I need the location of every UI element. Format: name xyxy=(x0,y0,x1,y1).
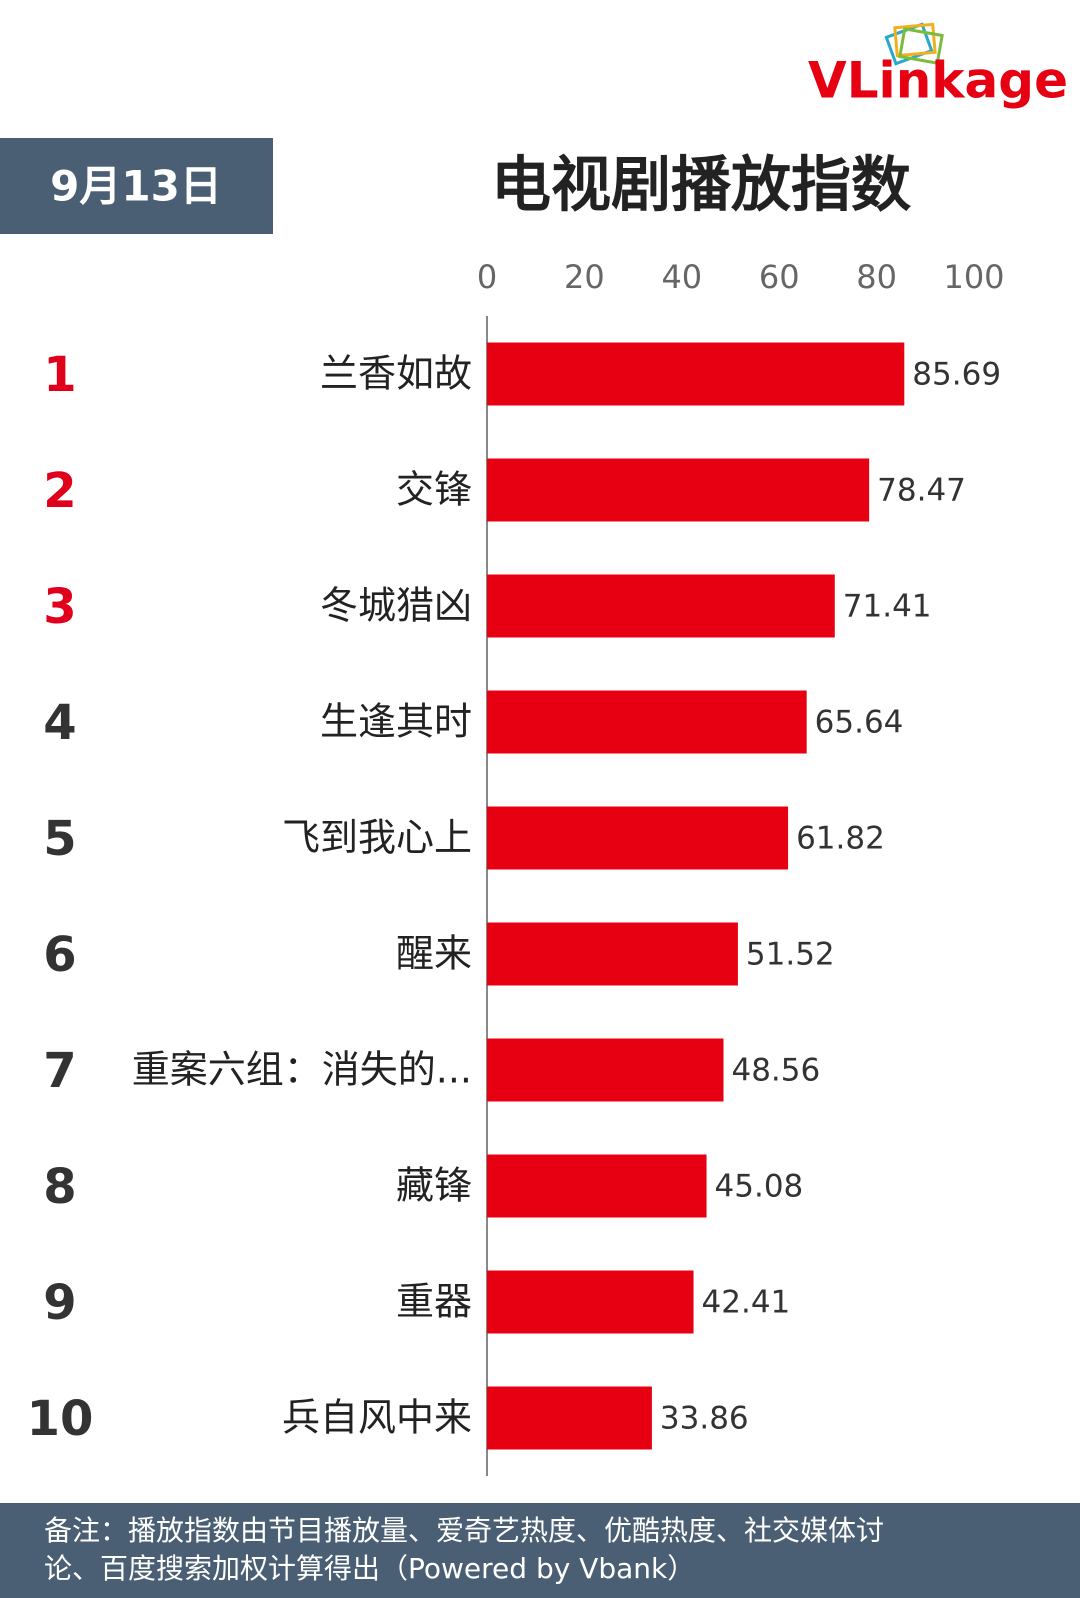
value-label: 85.69 xyxy=(912,357,1001,393)
rank: 1 xyxy=(43,347,76,403)
value-label: 33.86 xyxy=(660,1401,749,1437)
bar xyxy=(487,1038,724,1102)
category-label: 重案六组：消失的... xyxy=(132,1048,472,1092)
value-label: 61.82 xyxy=(796,821,885,857)
category-label: 重器 xyxy=(396,1280,472,1324)
bar xyxy=(487,806,789,870)
logo-icon xyxy=(884,22,944,66)
bar xyxy=(487,1154,707,1218)
category-label: 生逢其时 xyxy=(320,700,472,744)
rank: 5 xyxy=(43,811,76,867)
rank: 6 xyxy=(43,927,76,983)
category-label: 兰香如故 xyxy=(320,352,472,396)
x-tick-label: 20 xyxy=(564,258,605,296)
chart-title: 电视剧播放指数 xyxy=(491,151,911,221)
value-label: 48.56 xyxy=(731,1053,820,1089)
bar xyxy=(487,1270,694,1334)
rank: 4 xyxy=(43,695,76,751)
value-label: 45.08 xyxy=(715,1169,804,1205)
date: 9月13日 xyxy=(50,162,222,211)
category-label: 兵自风中来 xyxy=(282,1396,472,1440)
footer xyxy=(0,1503,1080,1598)
brand: VLinkage xyxy=(808,52,1068,110)
bar xyxy=(487,1386,652,1450)
rank: 9 xyxy=(43,1275,76,1331)
category-label: 飞到我心上 xyxy=(282,816,472,860)
value-label: 51.52 xyxy=(746,937,835,973)
note-line: 备注：播放指数由节目播放量、爱奇艺热度、优酷热度、社交媒体讨 xyxy=(44,1514,884,1547)
rank: 10 xyxy=(27,1391,94,1447)
value-label: 71.41 xyxy=(843,589,932,625)
value-label: 78.47 xyxy=(877,473,966,509)
rank: 2 xyxy=(43,463,76,519)
value-label: 42.41 xyxy=(702,1285,791,1321)
bar xyxy=(487,342,905,406)
rank: 3 xyxy=(43,579,76,635)
rank: 7 xyxy=(43,1043,76,1099)
category-label: 冬城猎凶 xyxy=(320,584,472,628)
category-label: 醒来 xyxy=(396,932,472,976)
bar xyxy=(487,458,870,522)
x-tick-label: 100 xyxy=(943,258,1004,296)
value-label: 65.64 xyxy=(815,705,904,741)
x-tick-label: 60 xyxy=(759,258,800,296)
bar xyxy=(487,574,835,638)
category-label: 藏锋 xyxy=(396,1164,472,1208)
rank: 8 xyxy=(43,1159,76,1215)
bar xyxy=(487,690,807,754)
note-line: 论、百度搜索加权计算得出（Powered by Vbank） xyxy=(44,1552,695,1585)
bar xyxy=(487,922,738,986)
date-box xyxy=(0,138,273,234)
x-tick-label: 80 xyxy=(856,258,897,296)
category-label: 交锋 xyxy=(396,468,472,512)
x-tick-label: 40 xyxy=(661,258,702,296)
x-tick-label: 0 xyxy=(477,258,497,296)
